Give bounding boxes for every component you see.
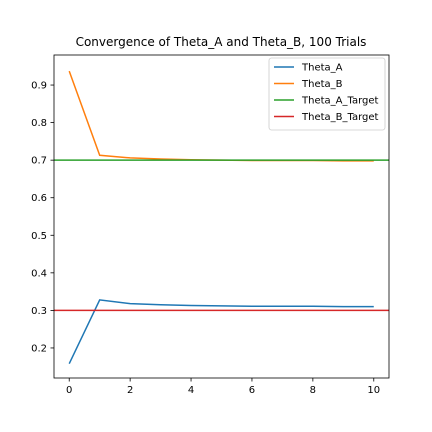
axes-frame <box>53 54 390 379</box>
x-tick-label: 10 <box>367 385 380 396</box>
legend-label: Theta_B_Target <box>301 112 379 123</box>
y-tick-label: 0.9 <box>31 81 47 92</box>
x-tick-label: 4 <box>188 385 194 396</box>
y-tick-label: 0.6 <box>31 193 47 204</box>
x-tick-label: 2 <box>127 385 133 396</box>
legend: Theta_A Theta_B Theta_A_Target Theta_B_Targ… <box>268 57 386 131</box>
legend-label: Theta_A <box>301 63 343 74</box>
y-tick-label: 0.8 <box>31 118 47 129</box>
legend-label: Theta_A_Target <box>301 96 379 107</box>
y-tick-label: 0.5 <box>31 231 47 242</box>
y-tick-label: 0.2 <box>31 343 47 354</box>
x-tick-label: 0 <box>66 385 72 396</box>
series-line-theta-a <box>68 299 374 365</box>
y-tick-label: 0.7 <box>31 156 47 167</box>
x-tick-label: 6 <box>249 385 255 396</box>
legend-box <box>268 57 386 131</box>
y-tick-label: 0.4 <box>31 268 47 279</box>
legend-label: Theta_B <box>301 79 343 90</box>
y-tick-label: 0.3 <box>31 306 47 317</box>
chart-title: Convergence of Theta_A and Theta_B, 100 … <box>76 35 367 49</box>
x-tick-label: 8 <box>310 385 316 396</box>
